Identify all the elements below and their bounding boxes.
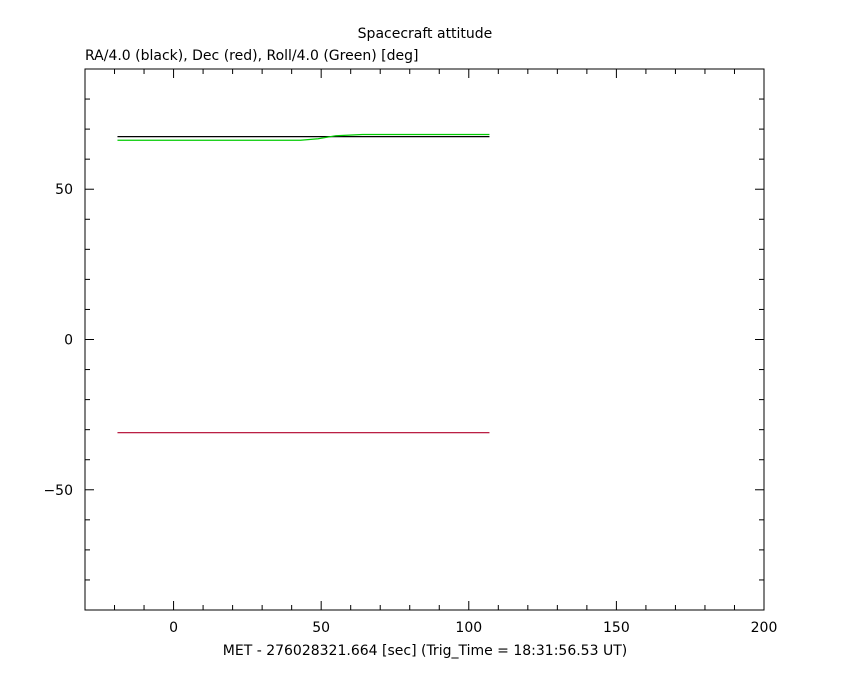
axis-ticks bbox=[84, 68, 765, 611]
y-tick-label: −50 bbox=[43, 483, 73, 499]
y-tick-label: 50 bbox=[55, 182, 73, 198]
series-line bbox=[117, 133, 490, 141]
plot-frame bbox=[84, 68, 765, 611]
x-axis-label: MET - 276028321.664 [sec] (Trig_Time = 1… bbox=[223, 643, 627, 659]
y-tick-label: 0 bbox=[64, 333, 73, 349]
x-tick-label: 200 bbox=[751, 620, 778, 636]
x-tick-label: 50 bbox=[312, 620, 330, 636]
chart-subtitle: RA/4.0 (black), Dec (red), Roll/4.0 (Gre… bbox=[85, 48, 418, 64]
x-tick-label: 100 bbox=[455, 620, 482, 636]
axis-tick-labels: 0 50 100 150 200 50 0 −50 bbox=[43, 182, 777, 636]
x-tick-label: 150 bbox=[603, 620, 630, 636]
x-tick-label: 0 bbox=[169, 620, 178, 636]
chart-title: Spacecraft attitude bbox=[358, 26, 493, 42]
data-series bbox=[117, 133, 490, 434]
